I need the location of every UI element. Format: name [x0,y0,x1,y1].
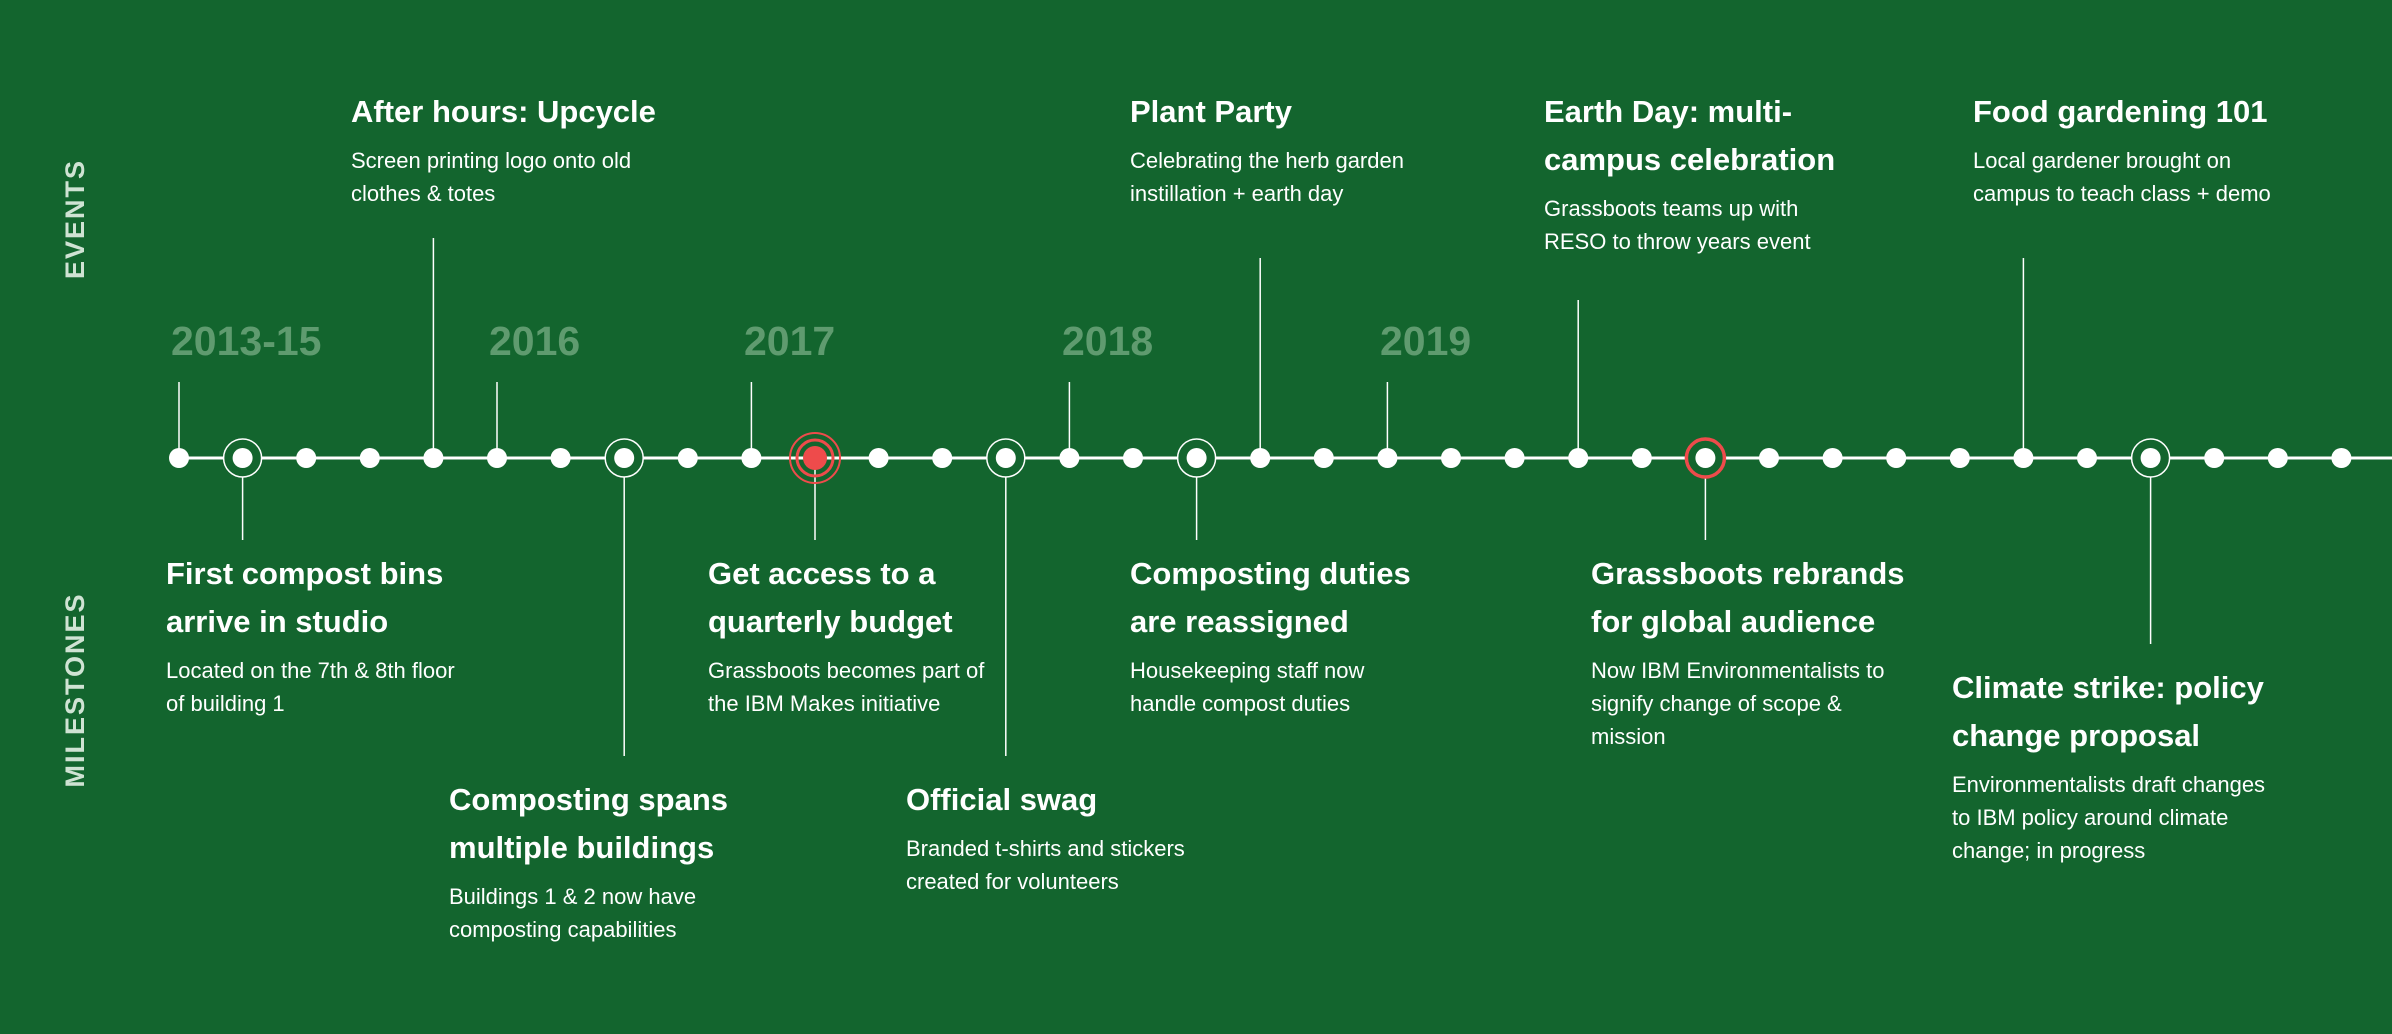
year-label-2018: 2018 [1062,318,1154,364]
milestone-title: Composting duties are reassigned [1130,556,1411,639]
event-after-hours-upcycle: After hours: Upcycle Screen printing log… [351,88,681,210]
highlight-ring [795,438,835,478]
timeline-dot [1504,448,1525,468]
milestone-title: Climate strike: policy change proposal [1952,670,2264,753]
milestone-title: Composting spans multiple buildings [449,782,729,865]
timeline-dot [932,448,953,468]
timeline-dot [1568,448,1589,468]
timeline-dot [359,448,380,468]
event-title: Earth Day: multi-campus celebration [1544,94,1836,177]
event-earth-day: Earth Day: multi-campus celebration Gras… [1544,88,1844,258]
milestone-description: Now IBM Environmentalists to signify cha… [1591,658,1885,749]
timeline-dot [1441,448,1461,468]
event-food-gardening: Food gardening 101 Local gardener brough… [1973,88,2303,210]
timeline-dot [487,448,507,468]
event-description: Screen printing logo onto old clothes & … [351,148,632,206]
timeline-dot [2204,448,2225,468]
milestone-description: Environmentalists draft changes to IBM p… [1952,772,2266,863]
milestone-description: Branded t-shirts and stickers created fo… [906,836,1185,894]
timeline-dot [1313,448,1334,468]
timeline-dot [868,448,889,468]
event-description: Local gardener brought on campus to teac… [1973,148,2271,206]
milestone-description: Grassboots becomes part of the IBM Makes… [708,658,985,716]
highlight-ring-outer [789,432,841,484]
year-label-2019: 2019 [1380,318,1472,364]
timeline-dot [423,448,444,468]
milestone-description: Buildings 1 & 2 now have composting capa… [449,884,697,942]
milestone-quarterly-budget: Get access to a quarterly budget Grassbo… [708,550,1008,720]
timeline-dot [1123,448,1143,468]
milestone-climate-strike: Climate strike: policy change proposal E… [1952,664,2272,867]
timeline-dot [1186,448,1207,468]
year-label-2017: 2017 [744,318,836,364]
milestone-title: Get access to a quarterly budget [708,556,953,639]
milestone-composting-spans: Composting spans multiple buildings Buil… [449,776,749,946]
milestone-grassboots-rebrands: Grassboots rebrands for global audience … [1591,550,1921,753]
timeline-dot [1059,448,1080,468]
timeline-dot [1631,448,1652,468]
event-title: Plant Party [1130,94,1292,129]
timeline-dot [995,448,1016,468]
timeline-dot [550,448,571,468]
timeline-dot [2331,448,2352,468]
milestone-official-swag: Official swag Branded t-shirts and stick… [906,776,1226,898]
highlight-dot [803,446,827,470]
timeline-dot [2267,448,2288,468]
timeline-dot [2013,448,2034,468]
milestone-description: Located on the 7th & 8th floor of buildi… [166,658,455,716]
timeline-dot [1759,448,1779,468]
timeline-dot [2077,448,2097,468]
timeline-dot [677,448,698,468]
timeline-dot [1886,448,1907,468]
event-title: After hours: Upcycle [351,94,656,129]
timeline-dot [169,448,189,468]
timeline-dot [1949,448,1970,468]
event-title: Food gardening 101 [1973,94,2268,129]
milestones-label: MILESTONES [60,592,90,788]
timeline-dot [232,448,253,468]
year-label-2013-15: 2013-15 [171,318,322,364]
timeline-dot [1695,448,1716,468]
milestone-title: First compost bins arrive in studio [166,556,444,639]
timeline-dot [296,448,317,468]
events-label: EVENTS [60,158,90,280]
event-plant-party: Plant Party Celebrating the herb garden … [1130,88,1430,210]
event-description: Grassboots teams up with RESO to throw y… [1544,196,1811,254]
timeline-dot [1822,448,1843,468]
year-label-2016: 2016 [489,318,581,364]
milestone-first-compost-bins: First compost bins arrive in studio Loca… [166,550,466,720]
milestone-composting-duties: Composting duties are reassigned Houseke… [1130,550,1420,720]
timeline-dot [1250,448,1271,468]
event-description: Celebrating the herb garden instillation… [1130,148,1404,206]
milestone-description: Housekeeping staff now handle compost du… [1130,658,1365,716]
timeline-dot [2140,448,2161,468]
milestone-title: Grassboots rebrands for global audience [1591,556,1905,639]
milestone-title: Official swag [906,782,1098,817]
timeline-dot [741,448,762,468]
timeline-dot [1377,448,1398,468]
timeline-dot [614,448,635,468]
